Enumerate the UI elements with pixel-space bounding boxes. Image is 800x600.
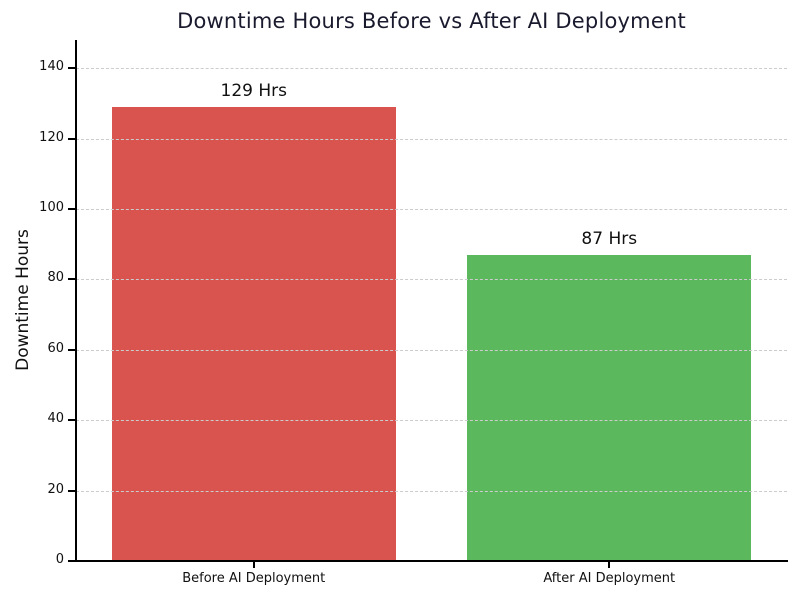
x-axis-spine — [75, 560, 788, 562]
y-axis-spine — [75, 40, 77, 562]
bar-1 — [467, 254, 752, 561]
y-tick-label: 80 — [47, 270, 64, 286]
y-tick-label: 60 — [47, 340, 64, 356]
y-tick-mark — [68, 560, 75, 562]
y-tick-label: 0 — [55, 552, 64, 567]
x-tick-label: Before AI Deployment — [182, 571, 326, 586]
x-tick-label: After AI Deployment — [543, 571, 676, 586]
bar-value-label: 87 Hrs — [581, 228, 638, 249]
y-tick-mark — [68, 137, 75, 140]
chart-title: Downtime Hours Before vs After AI Deploy… — [177, 9, 686, 33]
y-tick-mark — [68, 278, 75, 281]
bar-value-label: 129 Hrs — [220, 80, 287, 101]
y-tick-mark — [68, 419, 75, 422]
gridline — [76, 349, 787, 351]
y-tick-label: 120 — [39, 129, 64, 145]
plot-area: 129 Hrs 87 Hrs — [76, 40, 787, 561]
y-tick-label: 20 — [47, 481, 64, 497]
gridline — [76, 208, 787, 210]
y-tick-label: 100 — [39, 199, 64, 215]
gridline — [76, 490, 787, 492]
gridline — [76, 138, 787, 140]
y-tick-mark — [68, 489, 75, 492]
bar-0 — [111, 106, 396, 561]
y-tick-mark — [68, 67, 75, 70]
gridline — [76, 68, 787, 70]
y-tick-label: 140 — [39, 59, 64, 75]
y-tick-mark — [68, 348, 75, 351]
gridline — [76, 279, 787, 281]
y-tick-mark — [68, 207, 75, 210]
y-tick-label: 40 — [47, 411, 64, 427]
x-tick-mark — [252, 561, 255, 568]
gridline — [76, 420, 787, 422]
x-tick-mark — [608, 561, 611, 568]
